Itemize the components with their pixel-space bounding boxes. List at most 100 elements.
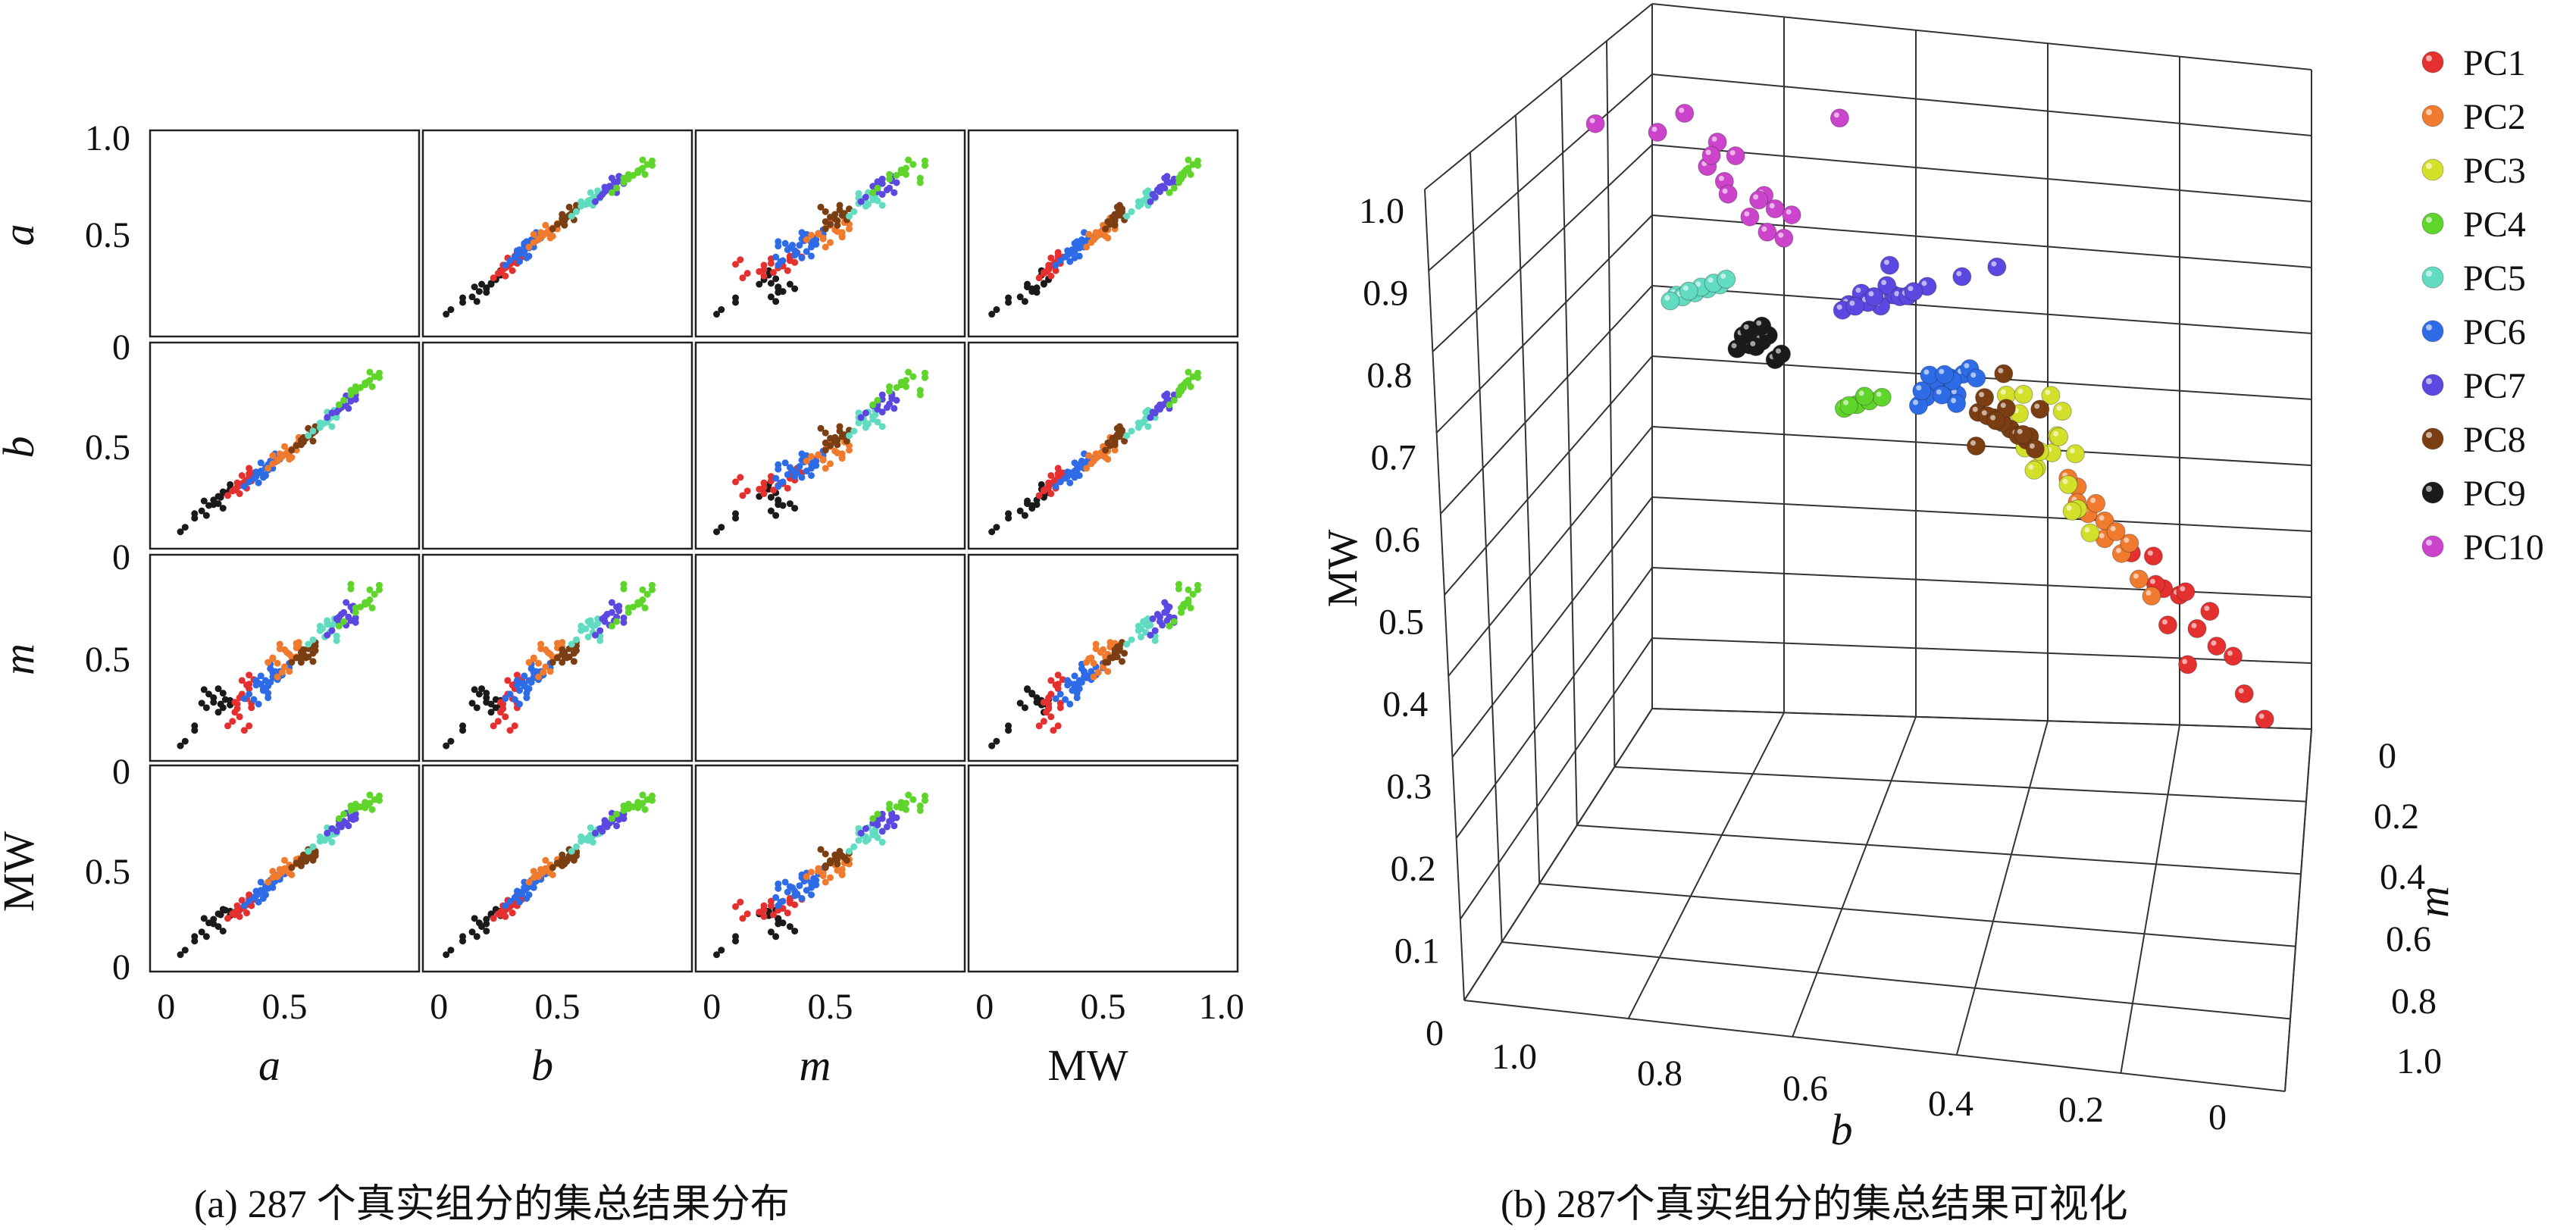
scatter-point-highlight xyxy=(1849,300,1855,306)
pair-point-PC2 xyxy=(544,649,552,656)
z-tick: 0 xyxy=(1426,1013,1444,1053)
scatter-point-PC8 xyxy=(1975,388,1995,408)
pair-point-PC8 xyxy=(836,202,844,209)
pair-point-PC9 xyxy=(473,704,480,712)
pair-point-PC8 xyxy=(570,658,577,665)
pair-point-PC9 xyxy=(214,923,222,931)
legend-label-PC1: PC1 xyxy=(2463,43,2526,83)
y-axis-label: m xyxy=(2409,886,2458,918)
pair-point-PC6 xyxy=(812,877,820,884)
pair-point-PC8 xyxy=(297,659,305,666)
pair-point-PC6 xyxy=(1071,254,1078,261)
pair-point-PC7 xyxy=(1163,602,1171,610)
scatter-point-PC1 xyxy=(2143,546,2163,566)
pair-point-PC4 xyxy=(874,184,881,192)
pair-point-PC4 xyxy=(921,374,928,381)
pair-point-PC4 xyxy=(335,622,343,630)
pair-point-PC4 xyxy=(366,791,374,799)
pair-point-PC1 xyxy=(760,912,768,920)
legend-marker-PC3 xyxy=(2421,158,2444,181)
pair-cell-b-a xyxy=(149,341,421,550)
pair-point-PC4 xyxy=(375,586,383,593)
pair-point-PC8 xyxy=(822,446,829,454)
pair-point-PC1 xyxy=(236,713,243,721)
pair-point-PC9 xyxy=(471,283,478,291)
pair-point-PC1 xyxy=(497,699,505,706)
legend-marker-PC8 xyxy=(2421,427,2444,450)
z-tick: 0.1 xyxy=(1394,931,1440,972)
pair-point-PC5 xyxy=(568,212,575,220)
pair-point-PC1 xyxy=(494,718,502,725)
pair-point-PC2 xyxy=(535,235,543,243)
pair-point-PC9 xyxy=(775,920,782,928)
pair-point-PC7 xyxy=(883,823,890,831)
pair-point-PC5 xyxy=(845,432,853,440)
pair-point-PC8 xyxy=(563,654,571,662)
pair-point-PC8 xyxy=(827,434,834,442)
pair-cell-a-b xyxy=(421,129,693,338)
pair-cell-frame xyxy=(421,341,693,550)
grid-line xyxy=(1448,426,1653,677)
pair-point-PC9 xyxy=(718,524,725,531)
scatter-point-PC5 xyxy=(1717,269,1736,289)
scatter-point-highlight xyxy=(1731,343,1737,349)
grid-line xyxy=(1440,285,1653,515)
scatter-point-highlight xyxy=(2053,430,2059,437)
pair-point-PC5 xyxy=(1128,427,1135,435)
scatter-point-highlight xyxy=(1769,203,1775,209)
pair-point-PC7 xyxy=(862,409,869,417)
pair-point-PC7 xyxy=(890,405,898,412)
pair-point-PC9 xyxy=(487,709,495,716)
scatter-point-highlight xyxy=(1775,348,1781,354)
scatter-point-highlight xyxy=(1964,363,1970,369)
scatter-point-highlight xyxy=(1908,286,1914,292)
pair-point-PC6 xyxy=(240,483,248,490)
scatter-point-highlight xyxy=(1729,150,1736,156)
z-tick: 0.8 xyxy=(1366,355,1412,396)
scatter-point-highlight xyxy=(1881,280,1887,286)
pair-point-PC2 xyxy=(283,649,291,656)
pair-point-PC9 xyxy=(1028,505,1036,512)
legend-label-PC4: PC4 xyxy=(2463,205,2526,245)
scatter-point-highlight xyxy=(2084,527,2090,533)
pair-point-PC6 xyxy=(789,466,797,474)
pair-point-PC1 xyxy=(732,478,740,486)
legend-item-PC3: PC3 xyxy=(2421,151,2526,191)
pair-point-PC8 xyxy=(822,439,829,446)
pair-point-PC6 xyxy=(784,471,791,478)
pair-point-PC4 xyxy=(613,810,621,818)
scatter-point-highlight xyxy=(1855,287,1861,293)
pair-point-PC9 xyxy=(988,311,996,318)
pair-col-label-MW: MW xyxy=(1047,1041,1128,1090)
pair-point-PC7 xyxy=(883,186,890,194)
pair-point-PC2 xyxy=(530,868,537,875)
pair-point-PC1 xyxy=(1043,268,1050,275)
pair-point-PC4 xyxy=(1175,387,1182,394)
pair-point-PC5 xyxy=(324,621,331,628)
pair-point-PC9 xyxy=(786,500,793,508)
pair-point-PC2 xyxy=(827,239,834,246)
pair-point-PC8 xyxy=(1109,654,1116,662)
pair-point-PC4 xyxy=(641,604,649,612)
pair-point-PC9 xyxy=(732,294,740,302)
scatter-point-highlight xyxy=(2099,533,2105,539)
z-axis-label: MW xyxy=(1319,530,1366,608)
pair-point-PC7 xyxy=(1163,617,1171,624)
scatter-point-PC10 xyxy=(1718,184,1738,204)
scatter-point-PC10 xyxy=(1758,222,1777,242)
pair-point-PC1 xyxy=(767,259,775,267)
scatter-point-highlight xyxy=(1761,226,1767,232)
pair-point-PC1 xyxy=(246,722,253,730)
pair-point-PC4 xyxy=(639,791,646,799)
pair-y-tick: 0 xyxy=(112,752,130,792)
pair-point-PC2 xyxy=(269,452,277,459)
pair-point-PC4 xyxy=(869,401,877,408)
pair-point-PC4 xyxy=(909,796,917,803)
legend-item-PC8: PC8 xyxy=(2421,420,2526,460)
pair-row-label-MW: MW xyxy=(0,831,43,912)
grid-line xyxy=(1606,40,1616,768)
pair-point-PC1 xyxy=(1045,694,1053,702)
pair-point-PC9 xyxy=(473,298,480,305)
pair-point-PC5 xyxy=(321,837,329,844)
pair-point-PC9 xyxy=(217,493,224,501)
